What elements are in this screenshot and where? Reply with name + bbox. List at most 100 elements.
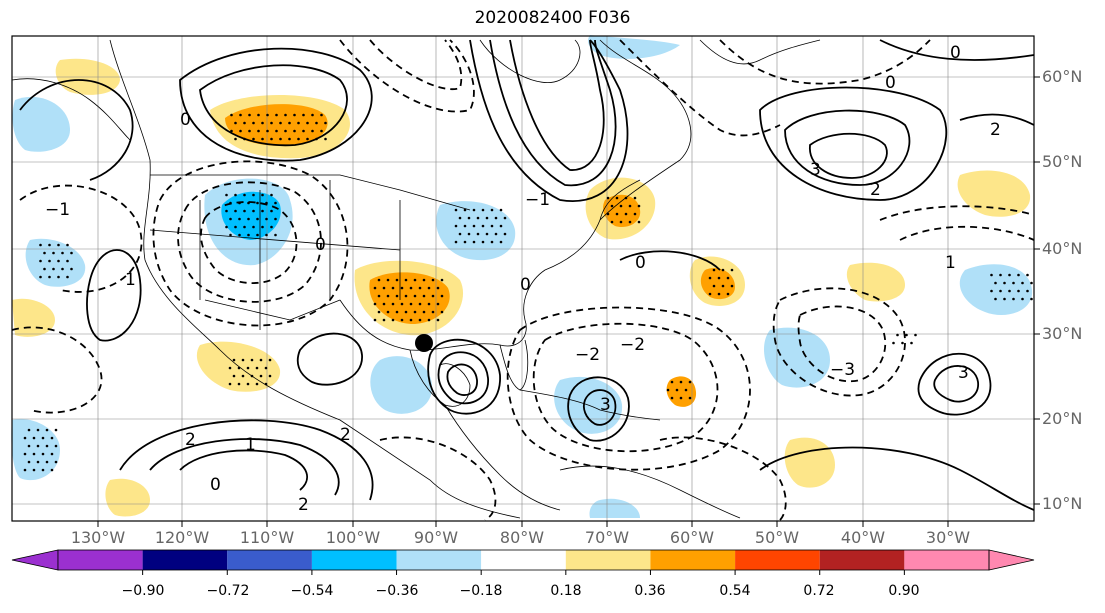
stipple-dot-282	[901, 341, 904, 345]
neg-area-atlantic-mid	[763, 327, 830, 388]
stipple-dot-162	[999, 289, 1002, 293]
stipple-dot-201	[43, 251, 46, 255]
coastline-cuba	[519, 389, 661, 421]
coastline-north-america	[109, 39, 521, 519]
stipple-dot-174	[1026, 289, 1029, 293]
lat-lon-grid	[12, 36, 1034, 521]
contour-solid-atlantic-high	[759, 86, 948, 201]
stipple-dot-121	[427, 318, 431, 322]
stipple-dot-30	[293, 129, 296, 133]
stipple-dot-3	[234, 137, 237, 141]
stipple-dot-228	[467, 232, 471, 236]
stipple-dot-178	[27, 444, 31, 448]
stipple-dot-169	[1021, 281, 1024, 285]
stipple-dot-221	[458, 216, 462, 220]
stipple-dot-23	[279, 137, 282, 141]
stipple-dot-204	[39, 275, 42, 279]
stipple-dot-273	[259, 374, 263, 378]
stipple-dot-230	[472, 208, 476, 212]
contour-dashed-greenland	[619, 39, 781, 137]
contour-label-20: −2	[575, 345, 600, 365]
stipple-dot-229	[463, 240, 467, 244]
cb-label-10: 0.90	[888, 583, 920, 599]
cb-label-3: −0.54	[290, 583, 334, 599]
stipple-dot-110	[422, 278, 426, 282]
stipple-dot-218	[70, 267, 73, 271]
contour-solid-canada-2	[199, 64, 348, 147]
stipple-dot-34	[302, 129, 305, 133]
stipple-dot-176	[27, 428, 31, 432]
stipple-dot-147	[708, 292, 712, 296]
stipple-dot-259	[232, 358, 236, 362]
stipple-dot-245	[499, 208, 503, 212]
stipple-dot-261	[232, 374, 236, 378]
height-anomaly-contours-negative	[11, 39, 1035, 521]
stipple-dot-253	[679, 380, 683, 384]
stipple-dot-103	[400, 318, 404, 322]
stipple-dot-205	[48, 243, 51, 247]
stipple-dot-225	[463, 208, 467, 212]
lon-label-70w: 70°W	[584, 528, 630, 547]
stipple-dot-150	[721, 284, 725, 288]
pos-area-atlantic	[846, 262, 905, 302]
stipple-dot-167	[1012, 297, 1015, 301]
stipple-dot-127	[436, 318, 440, 322]
colorbar-ticks	[142, 570, 905, 575]
stipple-dot-252	[670, 396, 674, 400]
contour-dashed-midatlantic	[772, 287, 906, 397]
stipple-dot-19	[270, 137, 273, 141]
stipple-dot-157	[994, 281, 997, 285]
stipple-dot-271	[259, 358, 263, 362]
contour-dashed-plains-2	[177, 181, 322, 303]
stipple-dot-172	[1026, 273, 1029, 277]
pos-area-tropics	[666, 376, 697, 407]
stipple-dot-270	[246, 382, 250, 386]
stipple-dot-128	[606, 196, 610, 200]
stipple-dot-135	[619, 220, 623, 224]
contour-dashed-labrador	[719, 39, 931, 85]
stipple-dot-275	[268, 358, 272, 362]
contour-label-9: 2	[340, 425, 351, 445]
stipple-dot-249	[499, 240, 503, 244]
storm-center-dot	[415, 334, 433, 352]
stipple-dot-283	[914, 333, 917, 337]
stipple-dot-67	[256, 233, 259, 237]
stipple-dot-279	[896, 333, 899, 337]
stipple-dot-93	[391, 286, 395, 290]
stipple-dot-102	[404, 310, 408, 314]
stipple-dot-142	[633, 212, 637, 216]
neg-area-greatlakes	[436, 201, 516, 261]
cb-label-4: −0.36	[375, 583, 419, 599]
contour-solid-west-pac	[19, 79, 134, 181]
stipple-dot-39	[315, 137, 318, 141]
stipple-dot-61	[247, 233, 250, 237]
stipple-dot-216	[70, 251, 73, 255]
colorbar-frame	[57, 549, 990, 571]
colorbar-seg-0	[58, 550, 143, 570]
contour-label-15: 3	[810, 160, 821, 180]
stipple-dot-141	[637, 204, 641, 208]
stipple-dot-46	[225, 209, 228, 213]
stipple-dot-187	[32, 468, 36, 472]
axis-ticks	[97, 76, 1040, 527]
stipple-dot-9	[252, 121, 255, 125]
stipple-dot-118	[431, 294, 435, 298]
stipple-dot-158	[990, 289, 993, 293]
stipple-dot-258	[688, 396, 692, 400]
stipple-dot-223	[458, 232, 462, 236]
contour-solid-hudson-3	[509, 39, 605, 171]
stipple-dot-100	[404, 294, 408, 298]
contour-solid-west-coast	[86, 249, 142, 342]
stipple-dot-233	[476, 232, 480, 236]
stipple-dot-62	[252, 193, 255, 197]
coastline-southamerica	[559, 465, 741, 519]
stipple-dot-92	[395, 278, 399, 282]
stipple-dot-59	[247, 217, 250, 221]
stipple-dot-65	[256, 217, 259, 221]
contour-label-3: 0	[885, 73, 896, 93]
stipple-dot-244	[490, 240, 494, 244]
lat-label-50n: 50°N	[1042, 152, 1083, 171]
colorbar-seg-4	[396, 550, 482, 570]
stipple-dot-248	[503, 232, 507, 236]
